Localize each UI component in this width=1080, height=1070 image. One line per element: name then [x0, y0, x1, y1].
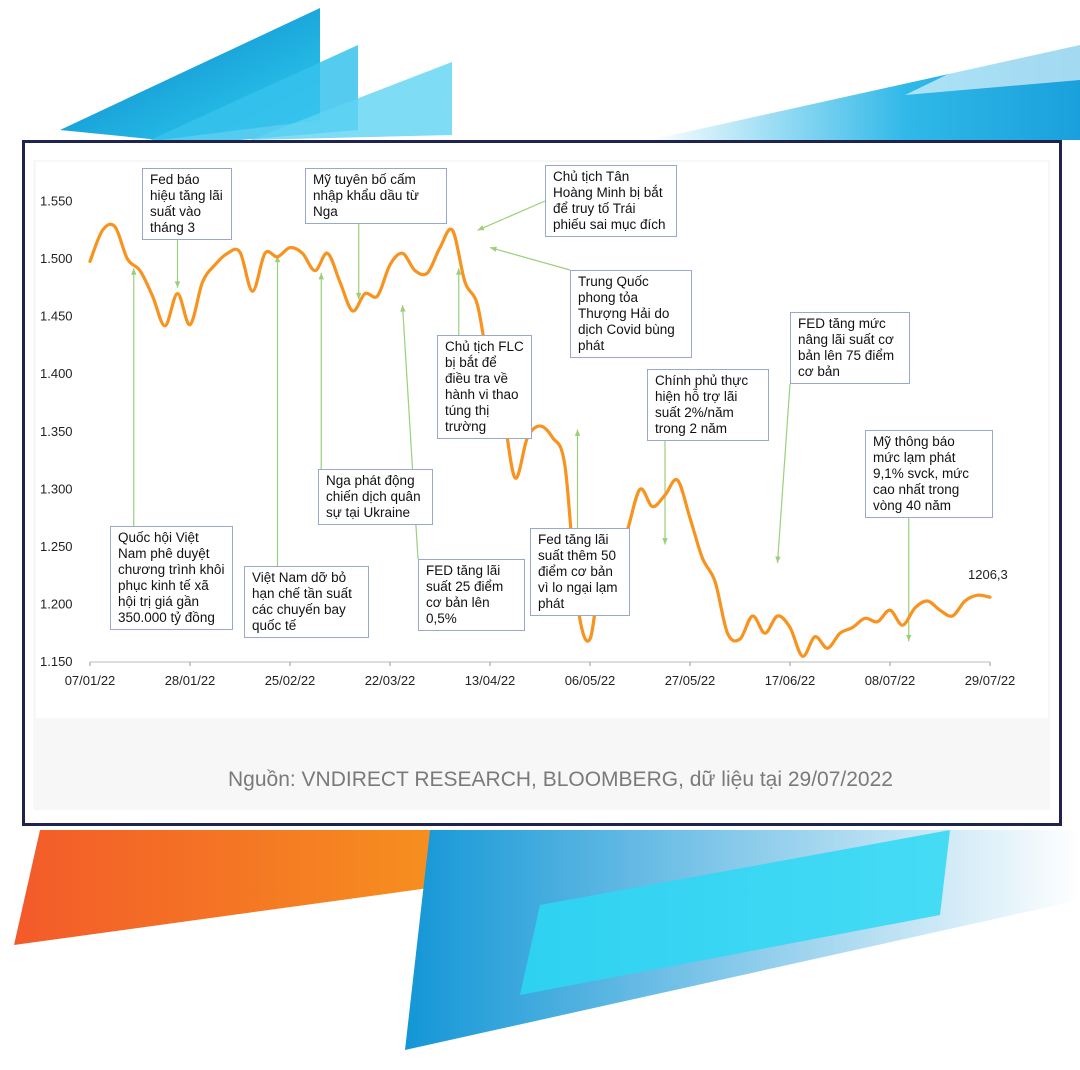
annotation-arrowhead [131, 268, 137, 275]
annotation-arrowhead [662, 538, 668, 545]
annotation-russia-ukraine: Nga phát động chiến dịch quân sự tại Ukr… [318, 469, 433, 525]
x-tick-label: 22/03/22 [365, 673, 416, 688]
x-tick-label: 06/05/22 [565, 673, 616, 688]
x-tick-label: 17/06/22 [765, 673, 816, 688]
annotation-arrowhead [356, 292, 362, 300]
x-tick-label: 25/02/22 [265, 673, 316, 688]
annotation-arrowhead [574, 429, 581, 436]
y-tick-label: 1.300 [40, 481, 73, 496]
y-tick-label: 1.150 [40, 654, 73, 669]
y-tick-label: 1.350 [40, 424, 73, 439]
annotation-arrowhead [775, 556, 781, 563]
annotation-leader-line [489, 246, 571, 271]
annotation-interest-support: Chính phủ thực hiện hỗ trợ lãi suất 2%/n… [647, 369, 769, 441]
annotation-arrowhead [274, 255, 281, 263]
annotation-us-inflation: Mỹ thông báo mức lạm phát 9,1% svck, mức… [865, 430, 993, 518]
source-caption: Nguồn: VNDIRECT RESEARCH, BLOOMBERG, dữ … [228, 768, 893, 791]
x-tick-label: 28/01/22 [165, 673, 216, 688]
series-line-vnindex [88, 222, 992, 658]
x-tick-label: 07/01/22 [65, 673, 116, 688]
deco-shape [250, 62, 452, 140]
annotation-fed-signal: Fed báo hiệu tăng lãi suất vào tháng 3 [142, 168, 232, 240]
annotation-tan-hoang-minh: Chủ tịch Tân Hoàng Minh bị bắt để truy t… [545, 165, 677, 237]
annotation-flc-arrest: Chủ tịch FLC bị bắt để điều tra về hành … [437, 335, 532, 439]
y-axis: 1.550 1.500 1.450 1.400 1.350 1.300 1.250 1.200… [40, 194, 73, 669]
annotation-arrowhead [490, 246, 497, 252]
annotation-us-oil-ban: Mỹ tuyên bố cấm nhập khẩu dầu từ Nga [305, 168, 447, 224]
y-tick-label: 1.500 [40, 251, 73, 266]
annotation-arrowhead [318, 272, 324, 280]
annotation-leaders [131, 200, 912, 642]
annotation-fed-75bp: FED tăng mức nâng lãi suất cơ bản lên 75… [790, 312, 910, 384]
annotation-leader-line [776, 383, 791, 564]
x-tick-label: 13/04/22 [465, 673, 516, 688]
x-tick-label: 08/07/22 [865, 673, 916, 688]
y-tick-label: 1.400 [40, 366, 73, 381]
deco-shape [905, 10, 1080, 95]
annotation-national-assembly: Quốc hội Việt Nam phê duyệt chương trình… [110, 526, 233, 630]
annotation-flights-reopen: Việt Nam dỡ bỏ hạn chế tần suất các chuy… [244, 566, 369, 638]
deco-shape [520, 830, 950, 995]
y-tick-label: 1.250 [40, 539, 73, 554]
annotation-arrowhead [906, 634, 912, 642]
y-tick-label: 1.450 [40, 309, 73, 324]
y-tick-label: 1.550 [40, 194, 73, 209]
annotation-fed-50bp: Fed tăng lãi suất thêm 50 điểm cơ bản vì… [530, 528, 630, 616]
x-axis: 07/01/22 28/01/22 25/02/22 22/03/22 13/04/22… [65, 661, 1016, 688]
annotation-arrowhead [477, 225, 485, 231]
annotation-leader-line [477, 200, 546, 231]
annotation-shanghai-lockdown: Trung Quốc phong tỏa Thượng Hải do dịch … [570, 270, 692, 358]
x-tick-label: 27/05/22 [665, 673, 716, 688]
last-value-label: 1206,3 [968, 567, 1008, 582]
annotation-arrowhead [174, 281, 181, 288]
x-tick-label: 29/07/22 [965, 673, 1016, 688]
y-tick-label: 1.200 [40, 596, 73, 611]
deco-shape [150, 45, 358, 140]
annotation-arrowhead [400, 305, 406, 312]
annotation-fed-25bp: FED tăng lãi suất 25 điểm cơ bản lên 0,5… [418, 559, 525, 631]
annotation-arrowhead [456, 268, 462, 275]
